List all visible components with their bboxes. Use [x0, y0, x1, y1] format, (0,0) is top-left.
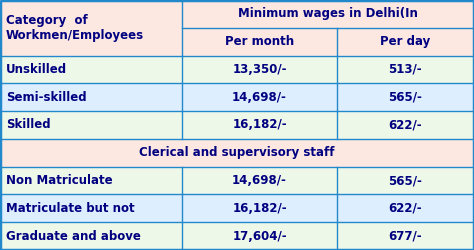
Text: Semi-skilled: Semi-skilled	[6, 91, 86, 104]
Bar	[182, 194, 337, 222]
Bar	[182, 83, 337, 111]
Bar	[0, 194, 182, 222]
Text: Skilled: Skilled	[6, 118, 50, 132]
Text: 565/-: 565/-	[388, 174, 422, 187]
Bar	[0, 0, 182, 56]
Text: Graduate and above: Graduate and above	[6, 230, 141, 242]
Bar	[337, 222, 474, 250]
Bar	[0, 83, 182, 111]
Bar	[0, 167, 182, 194]
Text: 513/-: 513/-	[389, 63, 422, 76]
Text: Non Matriculate: Non Matriculate	[6, 174, 112, 187]
Text: Matriculate but not: Matriculate but not	[6, 202, 134, 215]
Text: 13,350/-: 13,350/-	[232, 63, 287, 76]
Text: 16,182/-: 16,182/-	[232, 118, 287, 132]
Bar	[0, 139, 474, 167]
Text: 622/-: 622/-	[389, 118, 422, 132]
Text: 14,698/-: 14,698/-	[232, 174, 287, 187]
Text: 677/-: 677/-	[389, 230, 422, 242]
Bar	[337, 194, 474, 222]
Bar	[182, 222, 337, 250]
Bar	[182, 0, 474, 56]
Text: Per day: Per day	[380, 35, 430, 48]
Text: 622/-: 622/-	[389, 202, 422, 215]
Text: Minimum wages in Delhi(In: Minimum wages in Delhi(In	[238, 8, 418, 20]
Bar	[337, 56, 474, 83]
Text: 16,182/-: 16,182/-	[232, 202, 287, 215]
Bar	[182, 56, 337, 83]
Bar	[182, 167, 337, 194]
Bar	[182, 111, 337, 139]
Text: Category  of
Workmen/Employees: Category of Workmen/Employees	[6, 14, 144, 42]
Text: 565/-: 565/-	[388, 91, 422, 104]
Bar	[0, 222, 182, 250]
Bar	[337, 111, 474, 139]
Text: Per month: Per month	[225, 35, 294, 48]
Text: 17,604/-: 17,604/-	[232, 230, 287, 242]
Text: 14,698/-: 14,698/-	[232, 91, 287, 104]
Bar	[0, 56, 182, 83]
Text: Clerical and supervisory staff: Clerical and supervisory staff	[139, 146, 335, 159]
Bar	[337, 83, 474, 111]
Text: Unskilled: Unskilled	[6, 63, 67, 76]
Bar	[0, 111, 182, 139]
Bar	[337, 167, 474, 194]
